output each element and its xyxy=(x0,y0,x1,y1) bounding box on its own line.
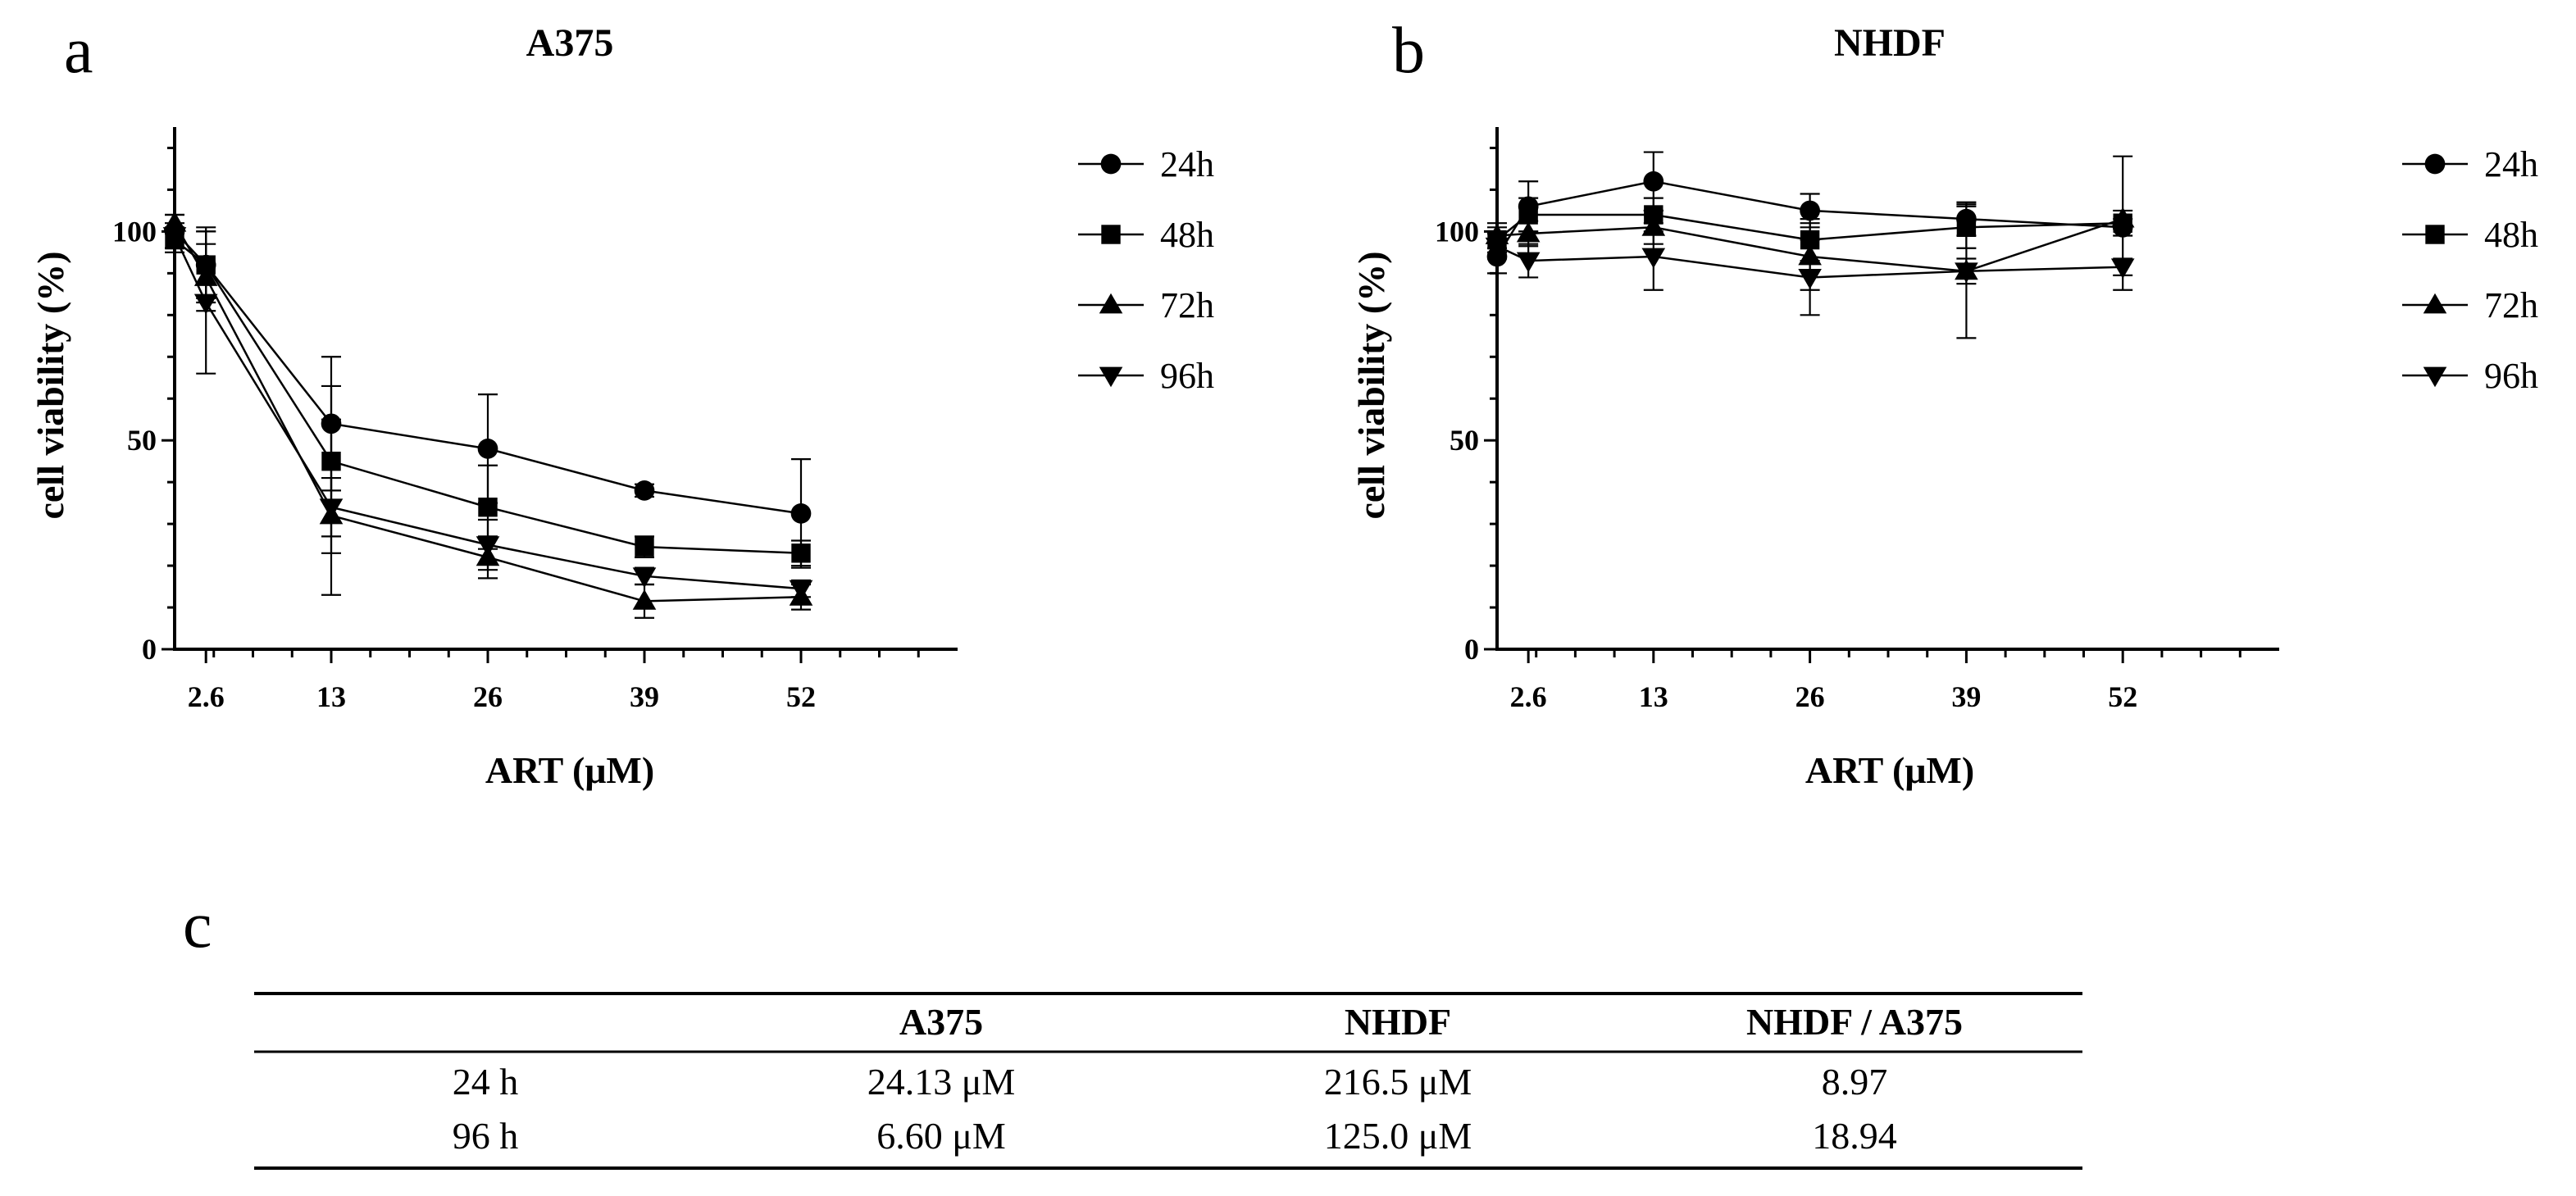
chart-a-point-72h xyxy=(632,589,657,610)
chart-b-ytick-label: 0 xyxy=(1464,633,1479,666)
chart-a-xtick-label: 52 xyxy=(786,680,816,713)
chart-a-plot: 0 50 100 2.6 13 26 39 52 24h 48h 72h 96h xyxy=(112,127,1214,713)
chart-a-legend-marker-96h xyxy=(1099,366,1123,388)
panel-letter-b: b xyxy=(1392,15,1425,87)
chart-a-xtick-label: 13 xyxy=(316,680,346,713)
chart-b-title: NHDF xyxy=(1834,21,1946,65)
chart-a-line-72h xyxy=(173,222,802,603)
chart-b-xlabel: ART (μM) xyxy=(1805,749,1974,791)
chart-a-point-48h xyxy=(635,537,654,557)
chart-a-point-72h xyxy=(162,211,187,232)
table-header-a375: A375 xyxy=(899,1001,983,1043)
chart-b-point-48h xyxy=(1518,205,1538,225)
chart-b-xtick-label: 13 xyxy=(1639,680,1668,713)
chart-a-title: A375 xyxy=(526,21,614,65)
chart-a-ylabel: cell viability (%) xyxy=(30,251,71,519)
chart-b-ytick-label: 100 xyxy=(1435,215,1479,248)
chart-a-point-96h xyxy=(193,293,218,315)
chart-b-xtick-label: 2.6 xyxy=(1510,680,1547,713)
chart-a-legend-label-24h: 24h xyxy=(1160,144,1214,184)
chart-a-legend-label-72h: 72h xyxy=(1160,285,1214,325)
chart-a-point-24h xyxy=(477,439,498,459)
chart-b-point-96h xyxy=(2110,258,2135,280)
chart-a-point-24h xyxy=(790,503,812,524)
chart-b-legend-label-48h: 48h xyxy=(2484,215,2538,255)
chart-a-point-96h xyxy=(789,580,813,601)
chart-a-legend-label-48h: 48h xyxy=(1160,215,1214,255)
table-header-ratio: NHDF / A375 xyxy=(1746,1001,1963,1043)
chart-b-legend-marker-24h xyxy=(2424,153,2446,175)
table-header-nhdf: NHDF xyxy=(1345,1001,1451,1043)
chart-b-legend-label-24h: 24h xyxy=(2484,144,2538,184)
chart-b-legend-label-96h: 96h xyxy=(2484,356,2538,396)
table-row-24h-nhdf: 216.5 μM xyxy=(1324,1061,1472,1103)
panel-letter-a: a xyxy=(64,15,93,87)
chart-b-xtick-label: 52 xyxy=(2108,680,2137,713)
chart-b-point-24h xyxy=(1643,171,1664,192)
panel-letter-c: c xyxy=(183,889,212,962)
chart-a-point-48h xyxy=(791,543,811,563)
table-row-24h-label: 24 h xyxy=(453,1061,519,1103)
chart-a-line-96h xyxy=(173,234,802,590)
chart-b-legend-marker-96h xyxy=(2423,366,2447,388)
chart-b-legend-label-72h: 72h xyxy=(2484,285,2538,325)
chart-a-series-96h xyxy=(162,222,813,601)
chart-a-xtick-label: 39 xyxy=(630,680,659,713)
chart-a-legend-marker-72h xyxy=(1099,293,1123,314)
table-row-24h-a375: 24.13 μM xyxy=(867,1061,1016,1103)
chart-b-ytick-label: 50 xyxy=(1450,424,1479,457)
table-row-96h-a375: 6.60 μM xyxy=(876,1115,1006,1157)
chart-a-point-48h xyxy=(478,498,498,517)
chart-b-series-96h xyxy=(1485,222,2135,316)
chart-b-point-96h xyxy=(1955,262,1978,284)
chart-b-point-96h xyxy=(1798,269,1822,289)
chart-a-point-96h xyxy=(632,567,657,589)
chart-a-point-24h xyxy=(634,480,655,501)
chart-a-xlabel: ART (μM) xyxy=(485,749,654,791)
chart-b-xtick-label: 26 xyxy=(1795,680,1825,713)
chart-a-ytick-label: 0 xyxy=(142,633,157,666)
chart-a-xtick-label: 2.6 xyxy=(188,680,225,713)
chart-a-point-96h xyxy=(319,498,344,520)
chart-b-point-72h xyxy=(2110,207,2135,228)
chart-a-legend-marker-24h xyxy=(1100,153,1122,175)
chart-a-xtick-label: 26 xyxy=(473,680,503,713)
chart-a-legend-marker-48h xyxy=(1101,225,1121,244)
table-row-96h-ratio: 18.94 xyxy=(1812,1115,1897,1157)
chart-b-point-24h xyxy=(1800,200,1820,221)
chart-a-point-96h xyxy=(162,227,187,248)
chart-b-point-96h xyxy=(1485,237,1509,258)
chart-b-ylabel: cell viability (%) xyxy=(1350,251,1392,519)
chart-b-legend-marker-72h xyxy=(2423,293,2447,314)
chart-a-point-96h xyxy=(476,536,500,557)
chart-b-legend-marker-48h xyxy=(2425,225,2445,244)
chart-b-xtick-label: 39 xyxy=(1951,680,1981,713)
chart-a-ytick-label: 100 xyxy=(112,215,157,248)
table-row-96h-label: 96 h xyxy=(453,1115,519,1157)
chart-a-ytick-label: 50 xyxy=(127,424,157,457)
table-row-24h-ratio: 8.97 xyxy=(1822,1061,1888,1103)
chart-b-point-96h xyxy=(1516,252,1541,273)
chart-a-legend-label-96h: 96h xyxy=(1160,356,1214,396)
table-row-96h-nhdf: 125.0 μM xyxy=(1324,1115,1472,1157)
chart-b-plot: 0 50 100 2.6 13 26 39 52 24h 48h 72h 96h xyxy=(1435,127,2538,713)
chart-b-point-96h xyxy=(1641,248,1666,269)
chart-b-point-72h xyxy=(1516,221,1541,243)
